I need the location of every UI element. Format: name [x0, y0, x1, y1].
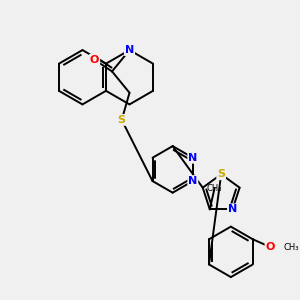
Text: N: N [188, 153, 197, 163]
Text: N: N [125, 45, 134, 55]
Text: N: N [228, 204, 237, 214]
Text: S: S [217, 169, 225, 179]
Text: CH₃: CH₃ [284, 242, 299, 251]
Text: O: O [90, 55, 99, 65]
Text: S: S [118, 115, 126, 125]
Text: O: O [266, 242, 275, 252]
Text: N: N [188, 176, 197, 186]
Text: CH₃: CH₃ [207, 184, 222, 193]
